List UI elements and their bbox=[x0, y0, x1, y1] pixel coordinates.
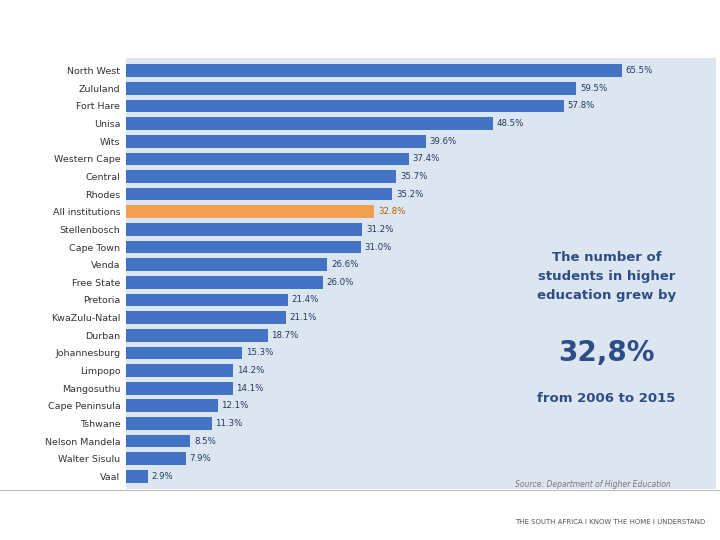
Text: 35.7%: 35.7% bbox=[400, 172, 428, 181]
Bar bbox=[126, 329, 268, 342]
Bar bbox=[126, 117, 493, 130]
Text: from 2006 to 2015: from 2006 to 2015 bbox=[537, 392, 676, 404]
Text: 15.3%: 15.3% bbox=[246, 348, 273, 357]
Bar bbox=[126, 205, 374, 218]
Text: 8.5%: 8.5% bbox=[194, 436, 216, 446]
Text: 35.2%: 35.2% bbox=[396, 190, 423, 199]
Bar bbox=[126, 276, 323, 289]
Bar bbox=[126, 258, 328, 271]
Text: Source: Department of Higher Education: Source: Department of Higher Education bbox=[516, 480, 671, 489]
Bar bbox=[126, 294, 288, 306]
Bar bbox=[126, 64, 622, 77]
Bar bbox=[126, 135, 426, 147]
Text: 7.9%: 7.9% bbox=[189, 454, 212, 463]
Text: 57.8%: 57.8% bbox=[567, 102, 595, 111]
Bar bbox=[126, 188, 392, 200]
Bar bbox=[126, 417, 212, 430]
Bar bbox=[126, 347, 242, 359]
Text: 37.4%: 37.4% bbox=[413, 154, 440, 164]
Bar bbox=[126, 223, 362, 236]
Text: 12.1%: 12.1% bbox=[221, 401, 248, 410]
Text: 26.0%: 26.0% bbox=[327, 278, 354, 287]
Text: Growth in student numbers: 2006–2015: Growth in student numbers: 2006–2015 bbox=[9, 22, 440, 42]
Text: THE SOUTH AFRICA I KNOW THE HOME I UNDERSTAND: THE SOUTH AFRICA I KNOW THE HOME I UNDER… bbox=[516, 519, 706, 525]
Text: The number of
students in higher
education grew by: The number of students in higher educati… bbox=[537, 251, 676, 301]
Bar bbox=[126, 470, 148, 483]
Text: 59.5%: 59.5% bbox=[580, 84, 608, 93]
Bar bbox=[126, 241, 361, 253]
Text: 21.1%: 21.1% bbox=[289, 313, 317, 322]
Text: 11.3%: 11.3% bbox=[215, 419, 243, 428]
Bar bbox=[126, 453, 186, 465]
Bar bbox=[126, 400, 217, 412]
Text: 32,8%: 32,8% bbox=[559, 339, 655, 367]
Text: 48.5%: 48.5% bbox=[497, 119, 524, 128]
Bar bbox=[126, 82, 577, 94]
Text: 21.4%: 21.4% bbox=[292, 295, 319, 305]
Bar bbox=[126, 364, 233, 377]
Bar bbox=[126, 311, 286, 324]
Text: 14.1%: 14.1% bbox=[236, 383, 264, 393]
Text: 31.0%: 31.0% bbox=[364, 242, 392, 252]
Text: 65.5%: 65.5% bbox=[626, 66, 653, 75]
Text: 32.8%: 32.8% bbox=[378, 207, 405, 217]
Text: 26.6%: 26.6% bbox=[331, 260, 359, 269]
Bar bbox=[126, 170, 396, 183]
Text: 18.7%: 18.7% bbox=[271, 330, 299, 340]
Bar bbox=[126, 152, 409, 165]
Bar bbox=[126, 435, 190, 448]
Text: 14.2%: 14.2% bbox=[238, 366, 265, 375]
Bar bbox=[126, 382, 233, 395]
Text: 31.2%: 31.2% bbox=[366, 225, 393, 234]
Text: 39.6%: 39.6% bbox=[430, 137, 456, 146]
Bar bbox=[126, 99, 564, 112]
Text: 2.9%: 2.9% bbox=[152, 472, 174, 481]
